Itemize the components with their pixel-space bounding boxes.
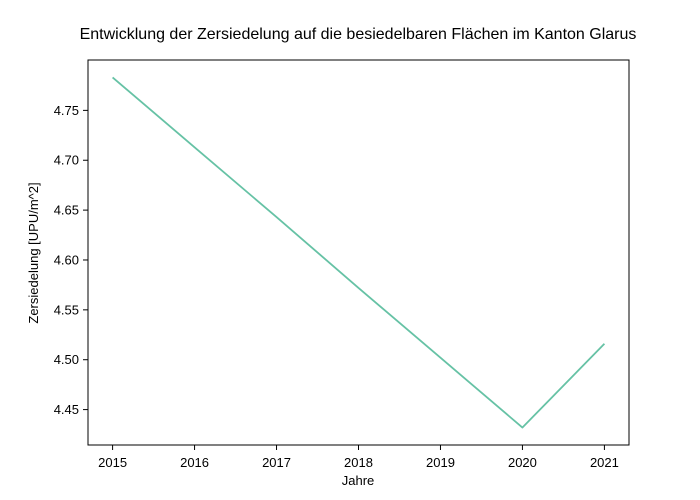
x-tick-label: 2020 xyxy=(508,455,537,470)
y-tick-label: 4.45 xyxy=(54,402,79,417)
series-line xyxy=(112,76,606,429)
x-tick-label: 2021 xyxy=(590,455,619,470)
y-tick-label: 4.65 xyxy=(54,203,79,218)
y-axis-label: Zersiedelung [UPU/m^2] xyxy=(26,182,41,323)
y-tick-label: 4.50 xyxy=(54,352,79,367)
plot-area-frame xyxy=(87,59,630,446)
y-axis: 4.45 4.50 4.55 4.60 4.65 4.70 4.75 xyxy=(54,103,88,417)
x-axis: 2015 2016 2017 2018 2019 2020 2021 xyxy=(98,445,619,470)
x-tick-label: 2019 xyxy=(426,455,455,470)
x-tick-label: 2016 xyxy=(180,455,209,470)
y-tick-label: 4.55 xyxy=(54,302,79,317)
x-tick-label: 2018 xyxy=(344,455,373,470)
x-tick-label: 2015 xyxy=(98,455,127,470)
y-tick-label: 4.60 xyxy=(54,252,79,267)
chart-title: Entwicklung der Zersiedelung auf die bes… xyxy=(80,26,637,43)
y-tick-label: 4.75 xyxy=(54,103,79,118)
x-tick-label: 2017 xyxy=(262,455,291,470)
x-axis-label: Jahre xyxy=(342,473,375,488)
y-tick-label: 4.70 xyxy=(54,153,79,168)
series-layer xyxy=(112,76,606,429)
